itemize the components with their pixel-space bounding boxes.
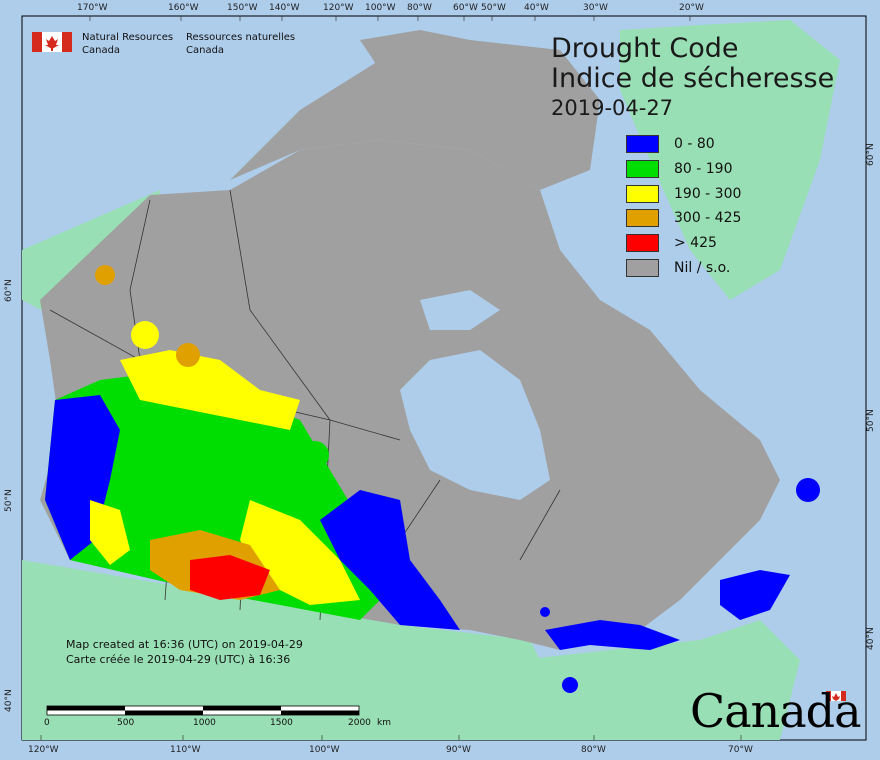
created-note-en: Map created at 16:36 (UTC) on 2019-04-29	[66, 638, 303, 651]
legend-swatch	[626, 234, 659, 252]
legend-label: 80 - 190	[674, 161, 733, 177]
graticule-top-label: 30°W	[583, 3, 608, 13]
map-date: 2019-04-27	[551, 96, 674, 120]
org-name-en-line1: Natural Resources	[82, 32, 174, 43]
graticule-right-label: 50°N	[866, 409, 876, 432]
foxe-basin	[420, 290, 500, 330]
org-name-en: Natural Resources Canada	[82, 31, 173, 57]
scale-tick-label: 500	[117, 718, 135, 728]
map-title-fr: Indice de sécheresse	[551, 63, 835, 94]
legend-label: 190 - 300	[674, 186, 742, 202]
graticule-top-label: 120°W	[323, 3, 354, 13]
graticule-top-label: 50°W	[481, 3, 506, 13]
graticule-top-label: 20°W	[679, 3, 704, 13]
wordmark-flag	[826, 691, 846, 701]
graticule-top-label: 160°W	[168, 3, 199, 13]
graticule-top-label: 170°W	[77, 3, 108, 13]
legend-label: Nil / s.o.	[674, 260, 731, 276]
scale-bar	[46, 705, 360, 716]
org-name-fr: Ressources naturelles Canada	[186, 31, 295, 57]
graticule-right-label: 60°N	[866, 143, 876, 166]
scale-tick-label: 1500	[270, 718, 293, 728]
graticule-right-label: 40°N	[866, 627, 876, 650]
graticule-bottom-label: 120°W	[28, 745, 59, 755]
graticule-bottom-label: 90°W	[446, 745, 471, 755]
org-name-fr-line1: Ressources naturelles	[186, 32, 296, 43]
graticule-top-label: 140°W	[269, 3, 300, 13]
drought-zones	[45, 265, 820, 693]
canada-wordmark: Canada	[690, 684, 862, 738]
graticule-left-label: 50°N	[4, 489, 14, 512]
graticule-top-label: 40°W	[524, 3, 549, 13]
legend-swatch	[626, 259, 659, 277]
scale-tick-label: 1000	[193, 718, 216, 728]
hudson-bay	[400, 350, 550, 500]
legend-label: 0 - 80	[674, 136, 715, 152]
legend-swatch	[626, 209, 659, 227]
graticule-top-label: 150°W	[227, 3, 258, 13]
graticule-top-label: 60°W	[453, 3, 478, 13]
graticule-bottom-label: 80°W	[581, 745, 606, 755]
graticule-left-label: 40°N	[4, 689, 14, 712]
map-title-en: Drought Code	[551, 33, 739, 64]
graticule-top-label: 80°W	[407, 3, 432, 13]
org-name-fr-line2: Canada	[186, 45, 225, 56]
scale-tick-label: 0	[44, 718, 50, 728]
legend-swatch	[626, 135, 659, 153]
graticule-bottom-label: 110°W	[170, 745, 201, 755]
legend-swatch	[626, 160, 659, 178]
scale-unit: km	[377, 718, 391, 728]
legend-label: > 425	[674, 235, 717, 251]
graticule-top-label: 100°W	[365, 3, 396, 13]
graticule-left-label: 60°N	[4, 279, 14, 302]
graticule-ticks	[40, 16, 742, 740]
org-name-en-line2: Canada	[82, 45, 121, 56]
graticule-bottom-label: 100°W	[309, 745, 340, 755]
scale-tick-label: 2000	[348, 718, 371, 728]
graticule-bottom-label: 70°W	[728, 745, 753, 755]
canada-flag-logo	[32, 32, 72, 52]
legend-swatch	[626, 185, 659, 203]
created-note-fr: Carte créée le 2019-04-29 (UTC) à 16:36	[66, 653, 291, 666]
legend-label: 300 - 425	[674, 210, 742, 226]
